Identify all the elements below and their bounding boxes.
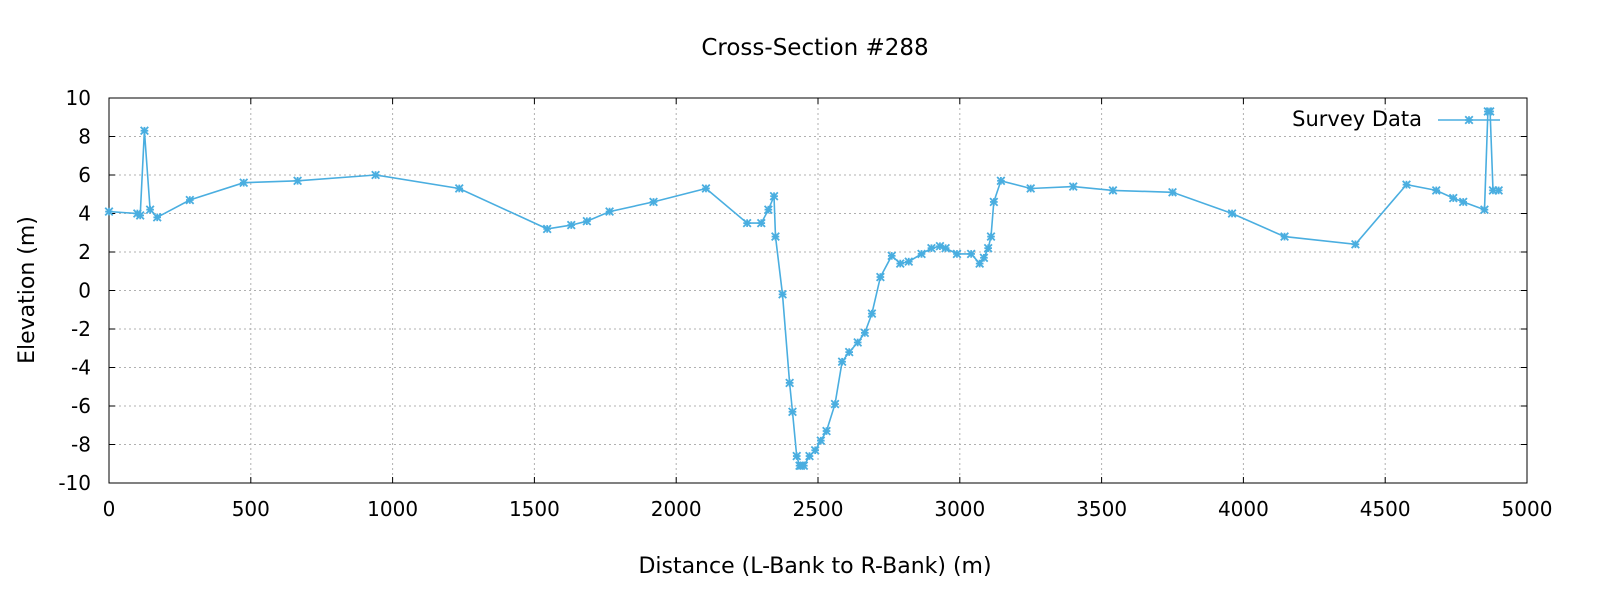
- x-tick-label: 500: [232, 497, 270, 521]
- data-point: [1280, 232, 1289, 242]
- data-point: [769, 191, 779, 201]
- x-tick-label: 0: [103, 497, 116, 521]
- x-tick-label: 4500: [1360, 497, 1411, 521]
- data-point: [986, 232, 996, 242]
- y-tick-label: -6: [71, 394, 91, 418]
- data-point: [293, 176, 303, 186]
- data-point: [996, 176, 1006, 186]
- axis-ticks: 0 500 1000 1500 2000 2500 3000 3500 4000 4500 5000…: [58, 86, 1552, 521]
- data-point: [1108, 185, 1118, 195]
- data-point: [979, 253, 989, 263]
- x-tick-label: 1000: [367, 497, 418, 521]
- data-point: [799, 461, 809, 471]
- data-point: [566, 220, 576, 230]
- y-tick-label: 0: [78, 279, 91, 303]
- data-point: [816, 436, 826, 446]
- data-point: [917, 249, 926, 259]
- y-axis-label: Elevation (m): [15, 216, 40, 364]
- data-point: [792, 451, 802, 461]
- data-point: [966, 249, 976, 259]
- legend: Survey Data: [1292, 107, 1500, 131]
- data-point: [830, 399, 840, 409]
- x-tick-label: 3500: [1076, 497, 1127, 521]
- data-point: [822, 426, 831, 436]
- data-point: [895, 259, 905, 268]
- data-point: [135, 210, 145, 220]
- data-point: [788, 407, 797, 417]
- x-tick-label: 3000: [934, 497, 985, 521]
- series-survey-data: [104, 107, 1504, 471]
- data-point: [844, 347, 854, 357]
- data-point: [875, 272, 885, 282]
- data-point: [1480, 205, 1489, 215]
- data-point: [1458, 197, 1468, 207]
- data-point: [1168, 187, 1177, 197]
- data-point: [1485, 107, 1495, 116]
- legend-marker-survey-data: [1464, 115, 1474, 125]
- data-point: [785, 378, 795, 388]
- data-point: [185, 195, 195, 205]
- x-tick-label: 4000: [1218, 497, 1269, 521]
- chart-title: Cross-Section #288: [701, 35, 928, 61]
- data-point: [763, 205, 773, 215]
- series-line: [108, 110, 1499, 467]
- y-tick-label: 8: [78, 125, 91, 149]
- data-point: [542, 224, 552, 234]
- data-point: [941, 243, 951, 253]
- data-point: [853, 338, 863, 347]
- data-point: [1494, 185, 1504, 195]
- y-tick-label: 4: [78, 202, 91, 226]
- legend-label-survey-data: Survey Data: [1292, 107, 1422, 131]
- data-point: [701, 184, 711, 193]
- data-point: [1068, 182, 1078, 191]
- data-point: [771, 232, 780, 242]
- data-point: [742, 218, 752, 228]
- data-point: [952, 249, 962, 259]
- x-tick-label: 1500: [509, 497, 560, 521]
- data-point: [1448, 193, 1458, 203]
- data-point: [140, 126, 149, 136]
- data-point: [1227, 209, 1237, 218]
- y-tick-label: 10: [66, 86, 91, 110]
- data-point: [927, 243, 936, 253]
- data-point: [1350, 239, 1360, 249]
- y-tick-label: -10: [58, 471, 91, 495]
- data-point: [1402, 180, 1411, 190]
- data-point: [887, 251, 897, 261]
- data-point: [904, 257, 914, 267]
- y-tick-label: -4: [71, 356, 91, 380]
- data-point: [371, 170, 381, 180]
- data-point: [989, 197, 999, 207]
- y-tick-label: -2: [71, 317, 91, 341]
- x-axis-label: Distance (L-Bank to R-Bank) (m): [638, 554, 991, 579]
- y-tick-label: 6: [78, 163, 91, 187]
- x-tick-label: 2000: [651, 497, 702, 521]
- data-point: [152, 212, 162, 222]
- data-point: [239, 178, 249, 188]
- x-tick-label: 5000: [1502, 497, 1553, 521]
- data-point: [454, 184, 464, 193]
- data-point: [649, 197, 658, 207]
- x-tick-label: 2500: [793, 497, 844, 521]
- data-point: [860, 328, 870, 338]
- data-point: [582, 216, 592, 226]
- data-point: [605, 207, 614, 217]
- data-point: [810, 445, 820, 455]
- y-tick-label: -8: [71, 433, 91, 457]
- data-point: [1431, 185, 1441, 195]
- data-point: [983, 243, 993, 253]
- legend-marker-glyph: [1464, 115, 1474, 125]
- data-point: [145, 205, 155, 215]
- grid: [109, 98, 1527, 483]
- y-tick-label: 2: [78, 240, 91, 264]
- data-point: [867, 309, 877, 319]
- data-point: [756, 218, 766, 228]
- data-point: [778, 289, 787, 299]
- data-point: [837, 357, 847, 367]
- data-point: [104, 207, 114, 217]
- data-point: [1026, 184, 1036, 193]
